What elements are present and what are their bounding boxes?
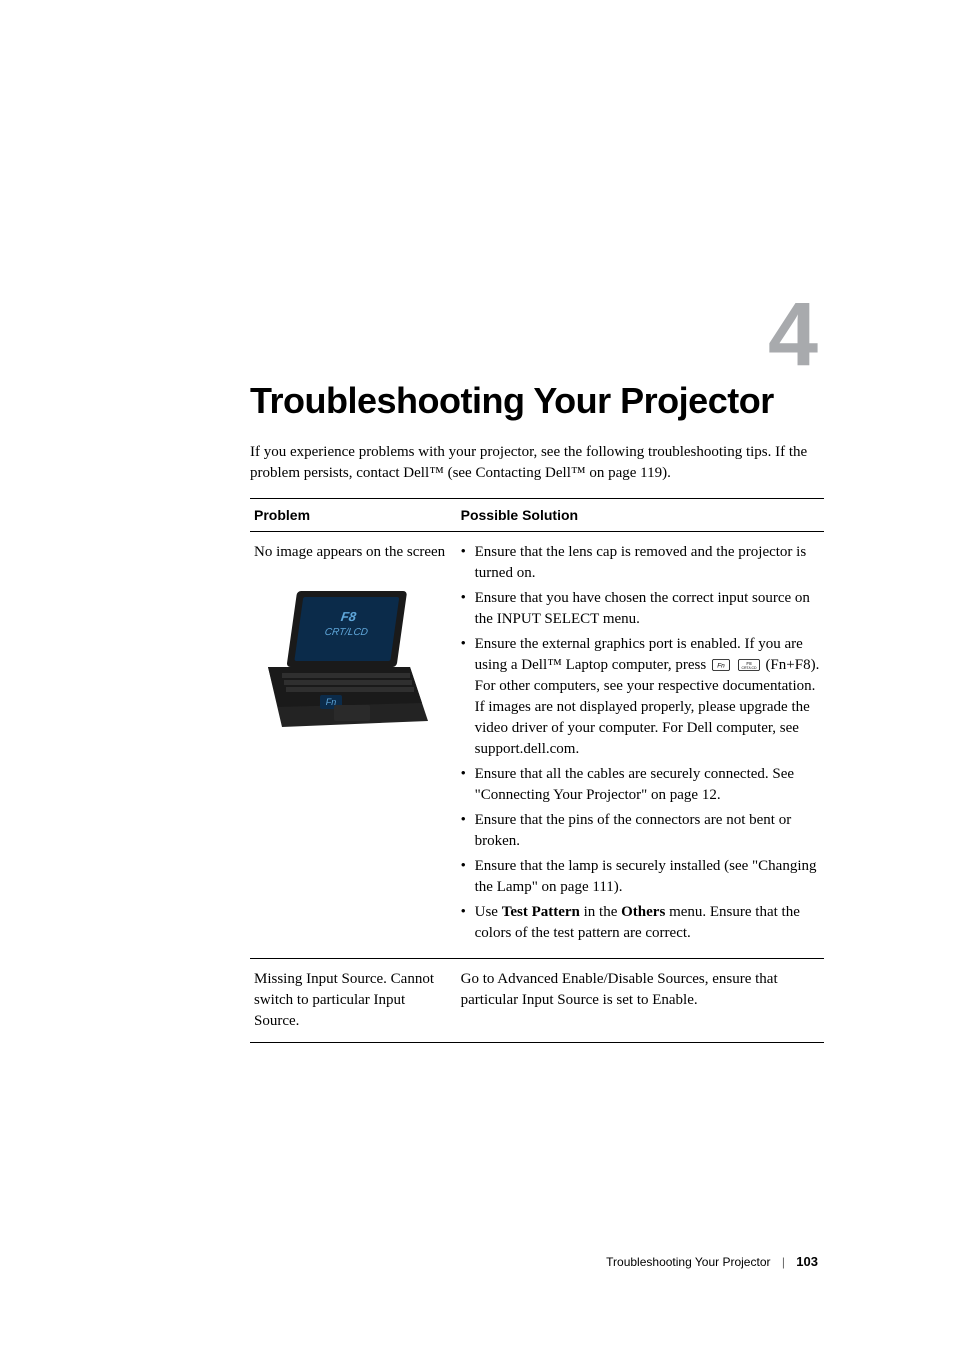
header-problem: Problem — [250, 499, 457, 532]
screen-crtlcd-label: CRT/LCD — [324, 627, 369, 638]
bold-text: Others — [621, 904, 665, 920]
solution-list: Ensure that the lens cap is removed and … — [461, 542, 820, 944]
list-item: Ensure the external graphics port is ena… — [461, 634, 820, 760]
header-solution: Possible Solution — [457, 499, 824, 532]
table-row: Missing Input Source. Cannot switch to p… — [250, 959, 824, 1043]
svg-text:CRT/LCD: CRT/LCD — [741, 666, 757, 670]
list-item: Ensure that the lamp is securely install… — [461, 856, 820, 898]
footer-section: Troubleshooting Your Projector — [606, 1255, 770, 1269]
list-item: Use Test Pattern in the Others menu. Ens… — [461, 902, 820, 944]
page-footer: Troubleshooting Your Projector | 103 — [606, 1254, 818, 1269]
page-content: 4 Troubleshooting Your Projector If you … — [0, 0, 954, 1103]
f8-key-icon: F8 CRT/LCD — [738, 655, 760, 676]
chapter-title: Troubleshooting Your Projector — [250, 380, 824, 422]
laptop-illustration: F8 CRT/LCD Fn — [260, 585, 453, 735]
list-item: Ensure that the lens cap is removed and … — [461, 542, 820, 584]
page-number: 103 — [796, 1254, 818, 1269]
bold-text: Test Pattern — [502, 904, 580, 920]
problem-text: No image appears on the screen — [254, 542, 453, 563]
laptop-icon: F8 CRT/LCD Fn — [260, 585, 430, 735]
screen-f8-label: F8 — [340, 609, 358, 624]
footer-separator: | — [782, 1255, 785, 1269]
solution-cell: Ensure that the lens cap is removed and … — [457, 532, 824, 959]
svg-text:Fn: Fn — [717, 663, 725, 670]
table-header-row: Problem Possible Solution — [250, 499, 824, 532]
problem-cell: No image appears on the screen F8 CRT/LC… — [250, 532, 457, 959]
troubleshooting-table: Problem Possible Solution No image appea… — [250, 498, 824, 1043]
problem-cell: Missing Input Source. Cannot switch to p… — [250, 959, 457, 1043]
list-item: Ensure that all the cables are securely … — [461, 764, 820, 806]
intro-text: If you experience problems with your pro… — [250, 442, 824, 484]
table-row: No image appears on the screen F8 CRT/LC… — [250, 532, 824, 959]
list-item: Ensure that you have chosen the correct … — [461, 588, 820, 630]
solution-cell: Go to Advanced Enable/Disable Sources, e… — [457, 959, 824, 1043]
list-item: Ensure that the pins of the connectors a… — [461, 810, 820, 852]
fn-key-icon: Fn — [712, 655, 730, 676]
chapter-number: 4 — [768, 290, 818, 380]
